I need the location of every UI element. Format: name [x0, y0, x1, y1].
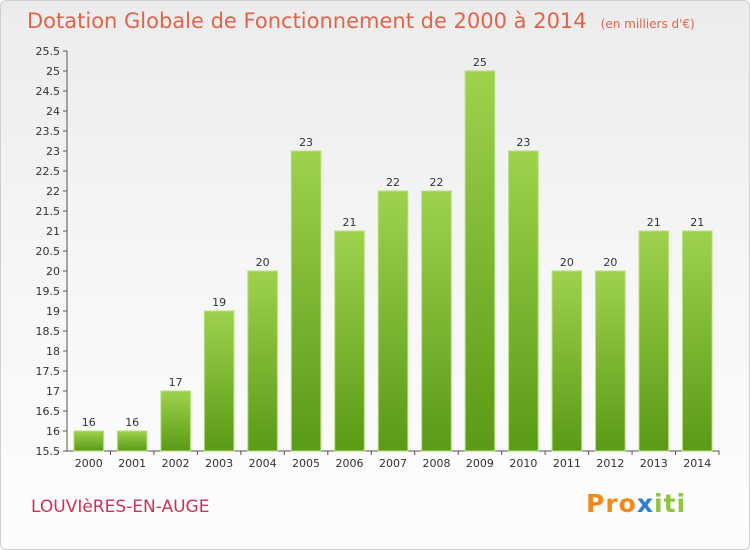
y-tick-label: 24.5 [36, 85, 61, 98]
y-tick-label: 18 [46, 345, 60, 358]
value-label-2012: 20 [603, 256, 617, 269]
y-tick-label: 25 [46, 65, 60, 78]
y-tick-label: 21 [46, 225, 60, 238]
bar-2012 [595, 270, 626, 452]
value-labels: 16 16 17 19 20 23 21 22 22 25 23 20 20 21 21 [82, 56, 705, 429]
bar-2013 [638, 230, 670, 452]
logo-letter: x [636, 489, 654, 518]
x-tick-label: 2002 [162, 457, 190, 470]
value-label-2003: 19 [212, 296, 226, 309]
x-tick-label: 2003 [205, 457, 233, 470]
value-label-2008: 22 [429, 176, 443, 189]
y-tick-label: 18.5 [36, 325, 61, 338]
y-tick-label: 17.5 [36, 365, 61, 378]
y-tick-label: 20 [46, 265, 60, 278]
logo-letter: o [618, 489, 637, 518]
value-label-2011: 20 [560, 256, 574, 269]
logo-letter: r [605, 489, 619, 518]
y-tick-label: 21.5 [36, 205, 61, 218]
value-label-2004: 20 [256, 256, 270, 269]
x-tick-label: 2001 [118, 457, 146, 470]
bar-2007 [377, 190, 409, 452]
y-tick-label: 15.5 [36, 445, 61, 458]
bar-2002 [160, 390, 191, 452]
x-tick-label: 2009 [466, 457, 494, 470]
bar-2011 [551, 270, 583, 452]
bar-2009 [464, 70, 496, 452]
y-tick-label: 23 [46, 145, 60, 158]
chart-title: Dotation Globale de Fonctionnement de 20… [27, 9, 695, 33]
y-tick-label: 17 [46, 385, 60, 398]
value-label-2014: 21 [690, 216, 704, 229]
y-tick-label: 16 [46, 425, 60, 438]
y-tick-label: 19.5 [36, 285, 61, 298]
bar-2004 [247, 270, 278, 452]
x-tick-label: 2000 [75, 457, 103, 470]
value-label-2001: 16 [125, 416, 139, 429]
bar-2008 [421, 190, 452, 452]
x-tick-label: 2014 [683, 457, 711, 470]
proxiti-logo[interactable]: Proxiti [586, 489, 686, 518]
value-label-2013: 21 [647, 216, 661, 229]
x-tick-label: 2007 [379, 457, 407, 470]
y-tick-label: 19 [46, 305, 60, 318]
logo-letter: i [654, 489, 664, 518]
y-tick-label: 25.5 [36, 45, 61, 58]
y-tick-label: 23.5 [36, 125, 61, 138]
chart-axes: 15.5 16 16.5 17 17.5 18 18.5 19 19.5 20 20.5 21 21.5… [36, 45, 720, 470]
value-label-2002: 17 [169, 376, 183, 389]
x-tick-label: 2010 [509, 457, 537, 470]
value-label-2000: 16 [82, 416, 96, 429]
x-tick-label: 2004 [249, 457, 277, 470]
bar-series [73, 70, 713, 452]
y-tick-label: 24 [46, 105, 60, 118]
x-tick-label: 2008 [422, 457, 450, 470]
value-label-2010: 23 [516, 136, 530, 149]
logo-letter: i [676, 489, 687, 518]
bar-2006 [334, 230, 365, 452]
logo-letter: P [586, 489, 606, 518]
value-label-2009: 25 [473, 56, 487, 69]
x-tick-label: 2006 [336, 457, 364, 470]
bar-2010 [508, 150, 539, 452]
bar-2005 [290, 150, 322, 452]
logo-letter: t [663, 489, 677, 518]
x-tick-label: 2012 [596, 457, 624, 470]
x-tick-label: 2013 [640, 457, 668, 470]
bar-2014 [681, 230, 713, 452]
bar-2003 [203, 310, 235, 452]
value-label-2006: 21 [343, 216, 357, 229]
y-tick-label: 16.5 [36, 405, 61, 418]
value-label-2005: 23 [299, 136, 313, 149]
value-label-2007: 22 [386, 176, 400, 189]
x-tick-label: 2011 [553, 457, 581, 470]
chart-unit: (en milliers d'€) [600, 17, 695, 31]
y-tick-label: 20.5 [36, 245, 61, 258]
y-tick-label: 22.5 [36, 165, 61, 178]
commune-name: LOUVIèRES-EN-AUGE [31, 497, 210, 517]
y-tick-label: 22 [46, 185, 60, 198]
x-tick-label: 2005 [292, 457, 320, 470]
bar-2000 [73, 430, 105, 452]
chart-title-text: Dotation Globale de Fonctionnement de 20… [27, 9, 587, 33]
bar-2001 [116, 430, 148, 452]
